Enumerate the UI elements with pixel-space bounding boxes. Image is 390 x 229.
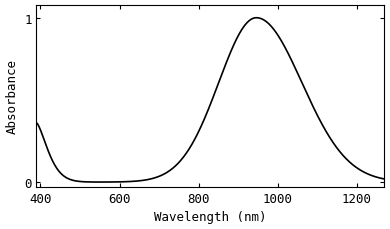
Y-axis label: Absorbance: Absorbance (5, 59, 19, 134)
X-axis label: Wavelength (nm): Wavelength (nm) (154, 210, 267, 224)
